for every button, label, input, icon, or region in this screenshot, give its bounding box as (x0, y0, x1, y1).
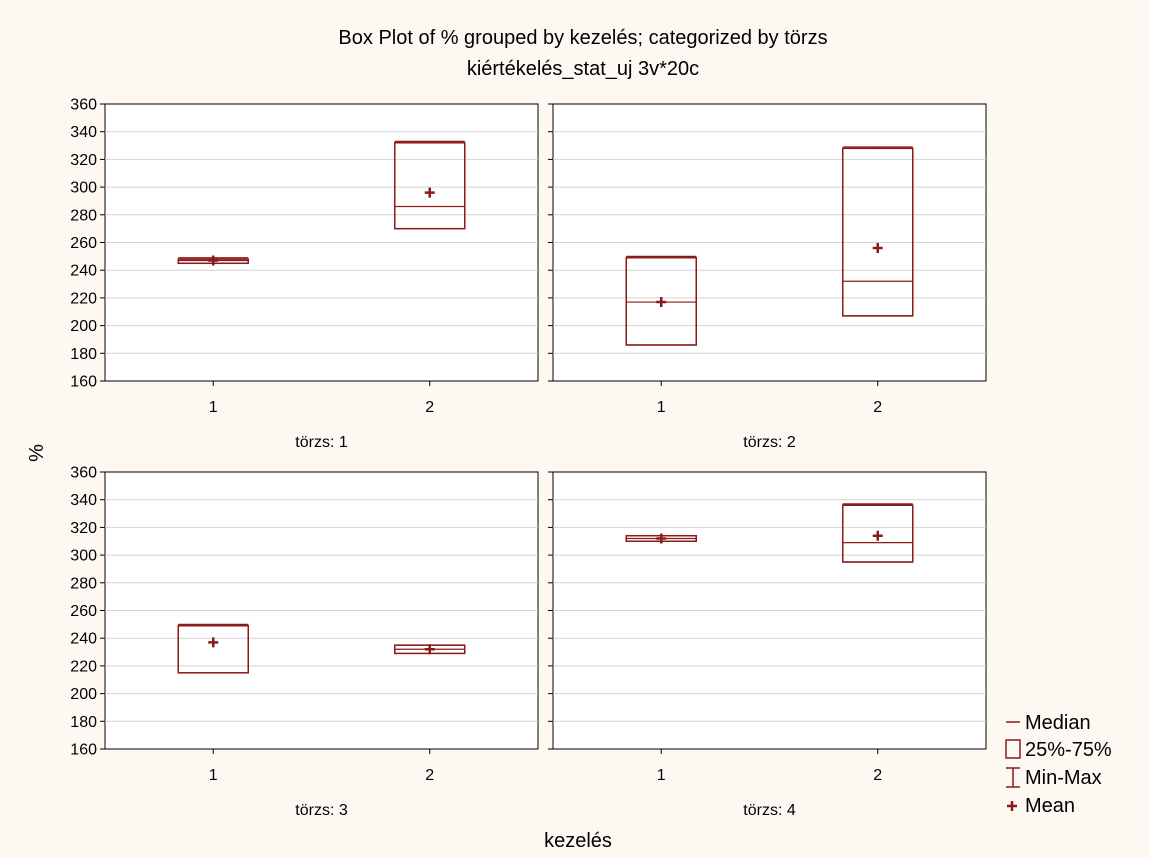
mean-marker (656, 533, 667, 544)
panel-label: törzs: 4 (743, 802, 796, 819)
mean-marker (872, 530, 883, 541)
mean-marker (208, 637, 219, 648)
box-1 (177, 255, 249, 266)
box-2 (394, 140, 466, 230)
x-tick-label: 1 (209, 399, 218, 416)
legend-minmax-label: Min-Max (1025, 767, 1102, 789)
chart-subtitle: kiértékelés_stat_uj 3v*20c (467, 58, 699, 80)
x-tick-label: 1 (657, 767, 666, 784)
panel-3: 160 180 200 220 240 260 280 300 320 340 360 1 2 törzs… (70, 465, 539, 819)
x-tick-label: 1 (209, 767, 218, 784)
mean-marker (656, 297, 667, 308)
x-tick-label: 2 (425, 767, 434, 784)
y-axis-label: % (26, 444, 48, 462)
iqr-box (842, 504, 914, 563)
y-tick-label: 340 (70, 492, 97, 509)
panel-1: 160 180 200 220 240 260 280 300 320 340 360 1 2 törzs… (70, 97, 539, 451)
y-tick-label: 180 (70, 346, 97, 363)
y-tick-label: 360 (70, 97, 97, 114)
mean-marker (424, 187, 435, 198)
box-1 (625, 255, 697, 346)
y-tick-label: 280 (70, 207, 97, 224)
y-tick-label: 260 (70, 235, 97, 252)
box-2 (394, 644, 466, 655)
mean-marker (872, 243, 883, 254)
box-2 (842, 146, 914, 317)
x-tick-label: 2 (873, 767, 882, 784)
panel-2: 1 2 törzs: 2 (548, 103, 987, 451)
legend-minmax-symbol (1006, 767, 1020, 788)
mean-marker (424, 644, 435, 655)
panel-label: törzs: 2 (743, 434, 796, 451)
y-tick-label: 200 (70, 686, 97, 703)
y-tick-label: 320 (70, 152, 97, 169)
x-tick-label: 2 (873, 399, 882, 416)
legend-mean-symbol (1007, 801, 1017, 811)
panel-label: törzs: 3 (295, 802, 348, 819)
y-tick-label: 180 (70, 714, 97, 731)
y-tick-label: 260 (70, 603, 97, 620)
y-tick-label: 320 (70, 520, 97, 537)
y-tick-label: 280 (70, 575, 97, 592)
box-2 (842, 503, 914, 563)
y-tick-label: 220 (70, 658, 97, 675)
box-1 (625, 533, 697, 544)
legend: Median 25%-75% Min-Max Mean (1005, 712, 1112, 817)
y-tick-label: 220 (70, 290, 97, 307)
chart-title: Box Plot of % grouped by kezelés; catego… (338, 27, 827, 49)
y-tick-label: 300 (70, 548, 97, 565)
legend-mean-label: Mean (1025, 795, 1075, 817)
y-tick-label: 300 (70, 180, 97, 197)
mean-marker (208, 255, 219, 266)
y-tick-label: 240 (70, 263, 97, 280)
panels-group: 160 180 200 220 240 260 280 300 320 340 360 1 2 törzs… (70, 97, 987, 819)
y-tick-label: 340 (70, 124, 97, 141)
y-tick-label: 200 (70, 318, 97, 335)
panel-label: törzs: 1 (295, 434, 348, 451)
y-tick-label: 360 (70, 465, 97, 482)
iqr-box (842, 147, 914, 317)
x-tick-label: 1 (657, 399, 666, 416)
y-tick-label: 240 (70, 631, 97, 648)
panel-4: 1 2 törzs: 4 (548, 471, 987, 819)
legend-box-label: 25%-75% (1025, 739, 1112, 761)
box-1 (177, 623, 249, 674)
y-tick-label: 160 (70, 374, 97, 391)
legend-box-symbol (1005, 739, 1021, 759)
x-axis-label: kezelés (544, 830, 612, 852)
legend-median-label: Median (1025, 712, 1091, 734)
x-tick-label: 2 (425, 399, 434, 416)
iqr-box (394, 142, 466, 230)
iqr-box (625, 256, 697, 346)
y-tick-label: 160 (70, 742, 97, 759)
